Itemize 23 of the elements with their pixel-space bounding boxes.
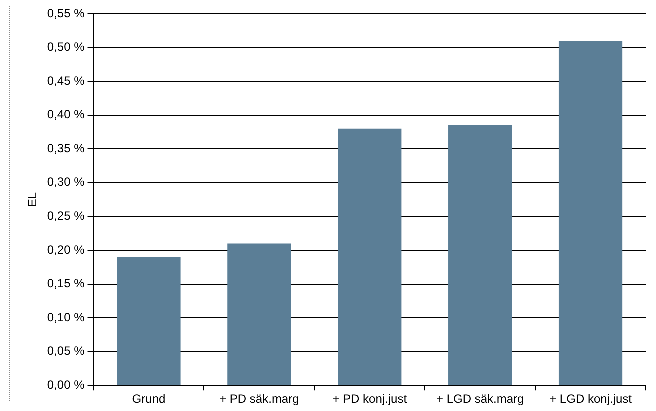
y-tick-label: 0,55 % [47, 6, 86, 20]
x-tick-label: Grund [132, 392, 166, 406]
y-tick-label: 0,10 % [47, 310, 86, 324]
x-tick-label: + PD säk.marg [220, 392, 300, 406]
x-tick-label: + LGD säk.marg [436, 392, 524, 406]
bar [117, 257, 181, 386]
y-tick-label: 0,45 % [47, 74, 86, 88]
x-tick-label: + PD konj.just [332, 392, 408, 406]
y-tick-label: 0,30 % [47, 175, 86, 190]
bar [558, 41, 623, 386]
y-tick-label: 0,15 % [47, 276, 86, 291]
x-tick-label: + LGD konj.just [550, 392, 633, 406]
y-tick-label: 0,40 % [47, 108, 86, 122]
y-tick-label: 0,25 % [47, 209, 86, 224]
y-tick-label: 0,00 % [47, 378, 86, 392]
bar [338, 128, 402, 386]
y-tick-label: 0,05 % [47, 344, 86, 358]
y-tick-label: 0,50 % [47, 40, 86, 54]
bar [448, 125, 512, 386]
bar [228, 244, 292, 386]
y-tick-label: 0,35 % [47, 141, 86, 156]
y-axis-title: EL [26, 192, 40, 208]
y-tick-label: 0,20 % [47, 242, 86, 257]
